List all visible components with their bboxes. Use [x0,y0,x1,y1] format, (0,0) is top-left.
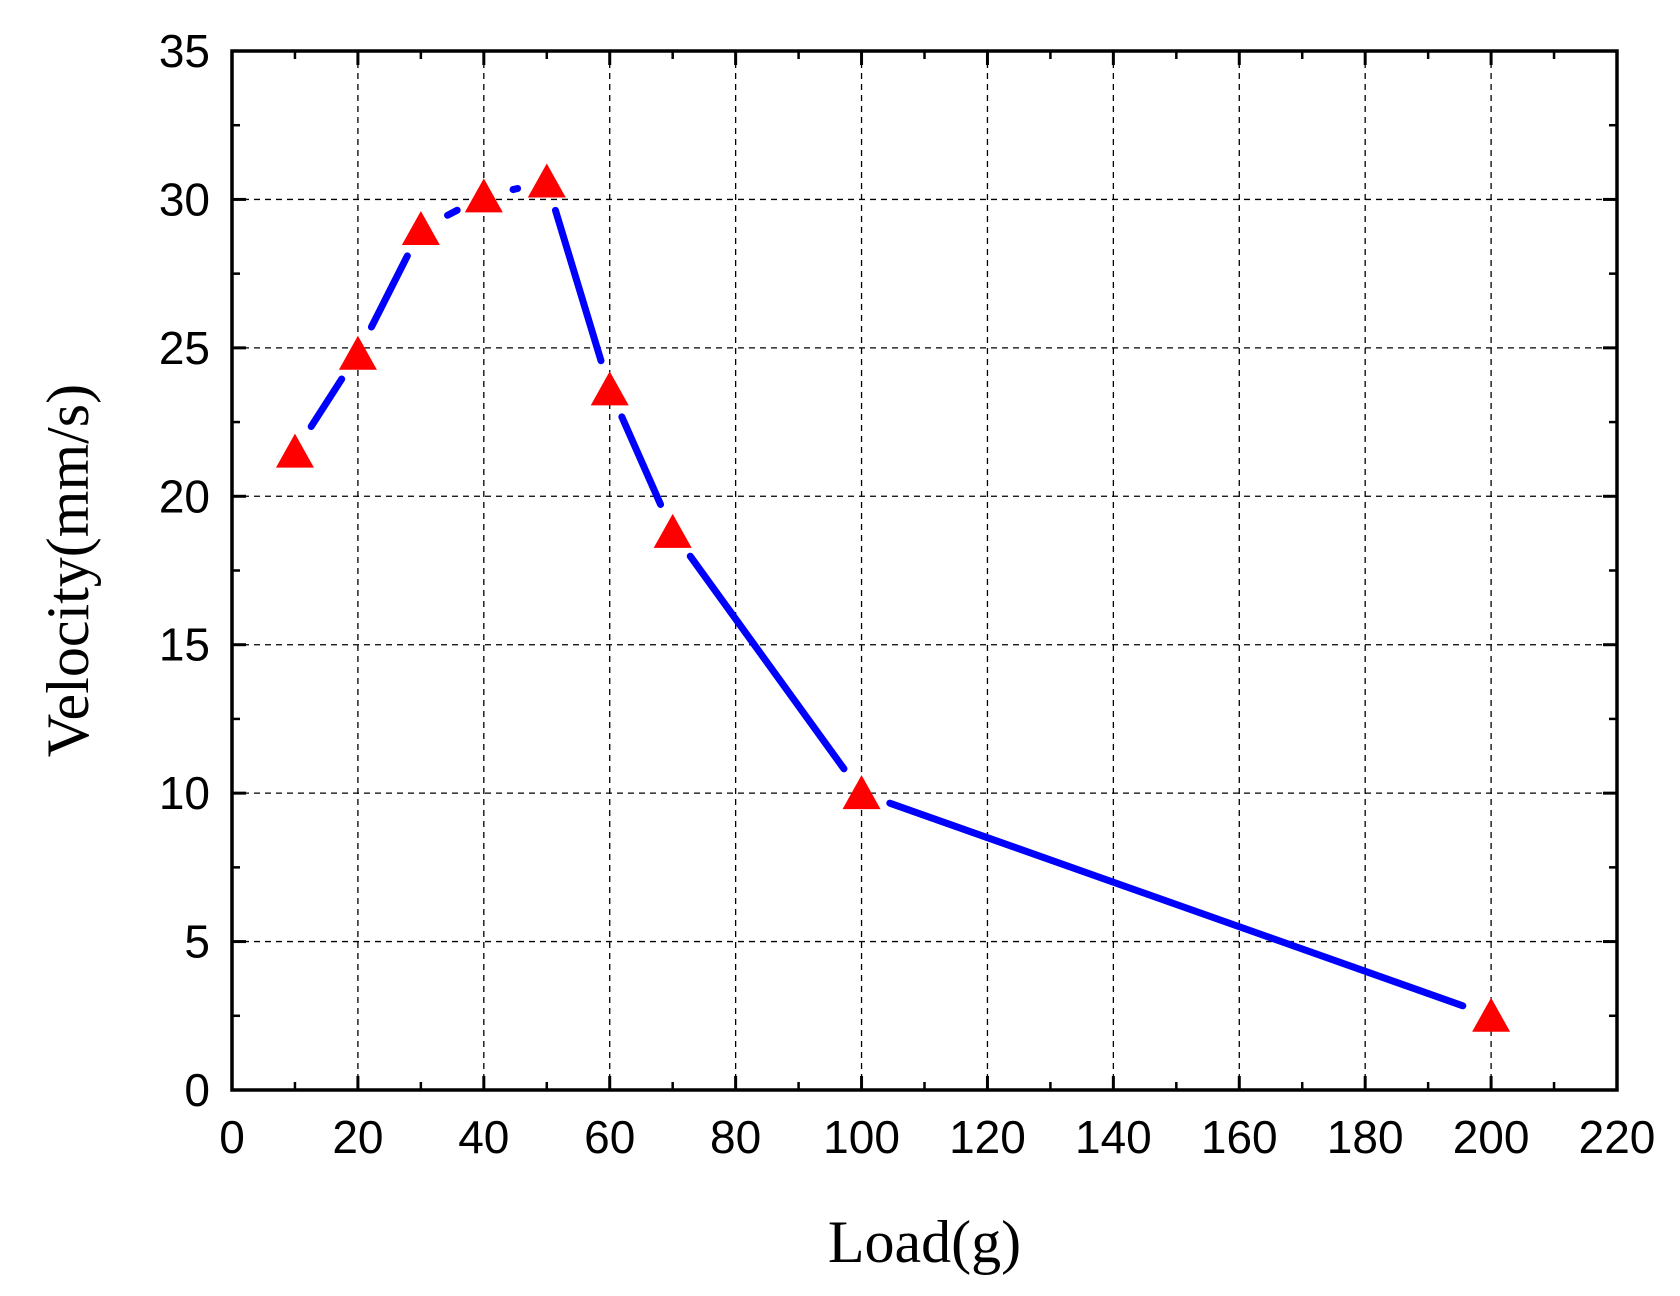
series-line-segment [443,206,461,219]
y-tick-label: 25 [159,322,210,374]
y-axis-title: Velocity(mm/s) [35,384,101,757]
data-point-marker [1472,997,1511,1032]
x-tick-label: 100 [823,1111,900,1163]
x-tick-label: 140 [1075,1111,1152,1163]
series-line-segment [551,206,605,365]
series-group [275,163,1511,1032]
data-point-marker [275,433,314,468]
x-tick-label: 40 [458,1111,509,1163]
y-tick-label: 15 [159,619,210,671]
series-line-segment [367,252,411,331]
data-point-marker [527,163,566,198]
series-line-segment [307,375,346,431]
grid-lines [232,51,1617,1090]
y-tick-label: 10 [159,767,210,819]
series-line-segment [618,413,665,508]
data-point-marker [590,371,629,406]
x-tick-label: 160 [1201,1111,1278,1163]
y-tick-label: 0 [184,1064,210,1116]
series-line-segment [886,799,1467,1010]
data-point-marker [842,775,881,810]
series-line-segment [509,185,522,194]
x-tick-label: 220 [1579,1111,1656,1163]
y-tick-label: 20 [159,470,210,522]
minor-ticks [232,51,1617,1090]
x-tick-label: 120 [949,1111,1026,1163]
y-tick-label: 30 [159,173,210,225]
x-tick-label: 80 [710,1111,761,1163]
x-tick-label: 60 [584,1111,635,1163]
data-point-marker [338,335,377,370]
x-tick-label: 200 [1453,1111,1530,1163]
series-line-segment [686,552,848,773]
x-tick-label: 0 [219,1111,245,1163]
data-point-marker [401,211,440,246]
data-point-marker [464,178,503,213]
y-axis-ticks: 0 5 10 15 20 25 30 35 [159,25,1617,1116]
y-tick-label: 35 [159,25,210,77]
y-tick-label: 5 [184,916,210,968]
x-axis-ticks: 0 20 40 60 80 100 120 140 160 180 200 220 [219,51,1655,1163]
data-point-marker [653,513,692,548]
x-tick-label: 180 [1327,1111,1404,1163]
x-axis-title: Load(g) [828,1209,1021,1275]
x-tick-label: 20 [332,1111,383,1163]
plot-frame [230,49,1619,1092]
